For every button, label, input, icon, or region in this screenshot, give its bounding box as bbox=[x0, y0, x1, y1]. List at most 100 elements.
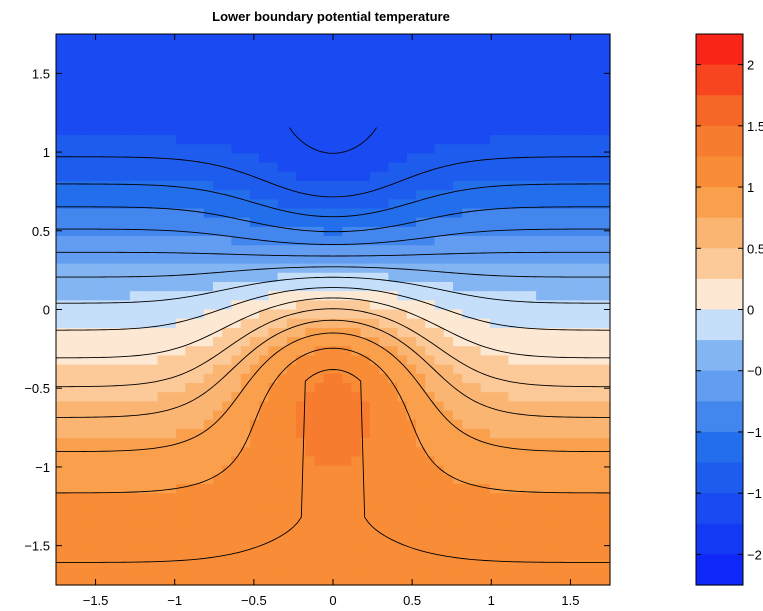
colorbar-cell bbox=[696, 493, 743, 510]
heatmap-cell bbox=[139, 382, 149, 393]
heatmap-cell bbox=[536, 465, 546, 476]
heatmap-cell bbox=[277, 291, 288, 301]
heatmap-cell bbox=[231, 447, 242, 458]
heatmap-cell bbox=[74, 327, 85, 338]
heatmap-cell bbox=[296, 539, 306, 549]
heatmap-cell bbox=[231, 98, 242, 109]
heatmap-cell bbox=[129, 382, 140, 393]
heatmap-cell bbox=[102, 337, 112, 347]
heatmap-cell bbox=[305, 327, 316, 338]
heatmap-cell bbox=[489, 217, 500, 228]
heatmap-cell bbox=[388, 419, 399, 430]
heatmap-cell bbox=[369, 502, 380, 513]
heatmap-cell bbox=[379, 162, 389, 173]
heatmap-cell bbox=[471, 557, 482, 568]
heatmap-cell bbox=[489, 428, 500, 439]
heatmap-cell bbox=[65, 190, 76, 200]
heatmap-cell bbox=[222, 493, 233, 503]
heatmap-cell bbox=[489, 254, 500, 265]
heatmap-cell bbox=[563, 529, 574, 540]
heatmap-cell bbox=[480, 465, 491, 476]
heatmap-cell bbox=[406, 162, 417, 173]
heatmap-cell bbox=[176, 355, 186, 366]
heatmap-cell bbox=[148, 144, 159, 154]
heatmap-cell bbox=[600, 70, 611, 81]
heatmap-cell bbox=[453, 217, 463, 228]
heatmap-cell bbox=[296, 300, 306, 311]
heatmap-cell bbox=[545, 116, 556, 127]
heatmap-cell bbox=[83, 125, 94, 136]
heatmap-cell bbox=[342, 43, 353, 53]
heatmap-cell bbox=[176, 208, 186, 219]
heatmap-cell bbox=[323, 447, 334, 458]
heatmap-cell bbox=[176, 318, 186, 329]
heatmap-cell bbox=[425, 575, 436, 586]
heatmap-cell bbox=[379, 98, 389, 109]
heatmap-cell bbox=[573, 382, 583, 393]
heatmap-cell bbox=[489, 465, 500, 476]
heatmap-cell bbox=[536, 337, 546, 347]
heatmap-cell bbox=[222, 70, 233, 81]
heatmap-cell bbox=[351, 135, 362, 145]
heatmap-cell bbox=[148, 190, 159, 200]
heatmap-cell bbox=[148, 548, 159, 559]
heatmap-cell bbox=[360, 483, 371, 494]
heatmap-cell bbox=[176, 291, 186, 301]
heatmap-cell bbox=[268, 327, 279, 338]
heatmap-cell bbox=[369, 373, 380, 384]
heatmap-cell bbox=[83, 61, 94, 72]
heatmap-cell bbox=[157, 410, 168, 421]
heatmap-cell bbox=[342, 125, 353, 136]
heatmap-cell bbox=[591, 529, 602, 540]
heatmap-cell bbox=[148, 236, 159, 246]
heatmap-cell bbox=[406, 236, 417, 246]
heatmap-cell bbox=[65, 346, 76, 357]
heatmap-cell bbox=[222, 125, 233, 136]
heatmap-cell bbox=[333, 208, 343, 219]
heatmap-cell bbox=[286, 162, 297, 173]
heatmap-cell bbox=[83, 309, 94, 320]
heatmap-cell bbox=[443, 208, 454, 219]
heatmap-cell bbox=[102, 98, 112, 109]
heatmap-cell bbox=[582, 465, 593, 476]
heatmap-cell bbox=[83, 318, 94, 329]
heatmap-cell bbox=[517, 180, 528, 191]
heatmap-cell bbox=[545, 447, 556, 458]
heatmap-cell bbox=[582, 382, 593, 393]
heatmap-cell bbox=[286, 318, 297, 329]
heatmap-cell bbox=[259, 438, 269, 448]
heatmap-cell bbox=[406, 364, 417, 375]
heatmap-cell bbox=[499, 557, 510, 568]
heatmap-cell bbox=[129, 300, 140, 311]
heatmap-cell bbox=[545, 125, 556, 136]
heatmap-cell bbox=[471, 291, 482, 301]
heatmap-cell bbox=[453, 502, 463, 513]
heatmap-cell bbox=[148, 171, 159, 182]
heatmap-cell bbox=[573, 520, 583, 531]
heatmap-cell bbox=[259, 474, 269, 485]
heatmap-cell bbox=[222, 557, 233, 568]
heatmap-cell bbox=[176, 373, 186, 384]
heatmap-cell bbox=[120, 180, 131, 191]
heatmap-cell bbox=[563, 254, 574, 265]
heatmap-cell bbox=[314, 337, 325, 347]
heatmap-cell bbox=[92, 355, 103, 366]
heatmap-cell bbox=[489, 236, 500, 246]
heatmap-cell bbox=[148, 116, 159, 127]
heatmap-cell bbox=[268, 34, 279, 44]
heatmap-cell bbox=[526, 382, 537, 393]
heatmap-cell bbox=[56, 144, 66, 154]
heatmap-cell bbox=[425, 153, 436, 164]
heatmap-cell bbox=[166, 52, 177, 63]
heatmap-cell bbox=[83, 520, 94, 531]
heatmap-cell bbox=[323, 382, 334, 393]
heatmap-cell bbox=[526, 392, 537, 402]
heatmap-cell bbox=[508, 327, 519, 338]
heatmap-cell bbox=[268, 254, 279, 265]
heatmap-cell bbox=[83, 263, 94, 274]
heatmap-cell bbox=[185, 52, 196, 63]
heatmap-cell bbox=[582, 208, 593, 219]
heatmap-cell bbox=[360, 419, 371, 430]
heatmap-cell bbox=[489, 144, 500, 154]
heatmap-cell bbox=[314, 566, 325, 577]
